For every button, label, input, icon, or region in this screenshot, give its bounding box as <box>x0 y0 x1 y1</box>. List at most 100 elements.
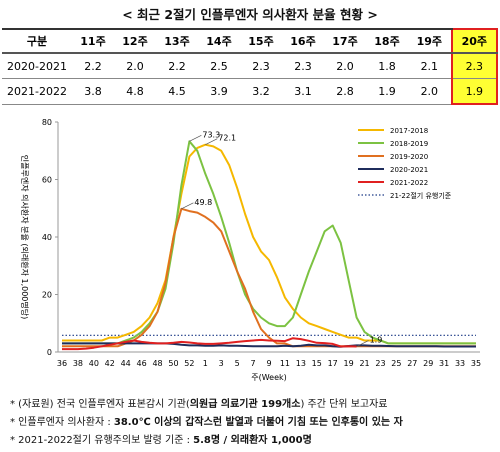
y-tick-label: 60 <box>42 176 52 185</box>
x-tick-label: 1 <box>203 359 208 368</box>
note-text: 5.8명 / 외래환자 1,000명 <box>193 435 312 446</box>
x-tick-label: 29 <box>423 359 433 368</box>
x-axis-title: 주(Week) <box>251 373 287 382</box>
legend-label: 21-22절기 유행기준 <box>390 191 452 200</box>
x-tick-label: 52 <box>184 359 194 368</box>
table-cell: 2.2 <box>72 53 114 79</box>
x-tick-label: 50 <box>168 359 178 368</box>
table-cell: 2.1 <box>408 53 452 79</box>
x-tick-label: 42 <box>105 359 115 368</box>
table-cell: 2020-2021 <box>2 53 72 79</box>
table-cell: 4.8 <box>114 78 156 105</box>
table-cell: 1.9 <box>450 78 499 105</box>
x-tick-label: 5 <box>235 359 240 368</box>
annotation: 72.1 <box>218 134 236 143</box>
table-cell: 19주 <box>408 28 452 54</box>
y-tick-label: 20 <box>42 291 52 300</box>
y-axis-title: 인플루엔자 의사환자 분율 (외래환자 1,000명당) <box>20 155 30 319</box>
annotation-leader <box>181 202 194 210</box>
table-row: 2021-2022 3.8 4.8 4.5 3.9 3.2 3.1 2.8 1.9 2.0 1.9 <box>2 78 499 105</box>
x-tick-label: 21 <box>359 359 369 368</box>
table-cell: 2.3 <box>240 53 282 79</box>
table-cell: 18주 <box>366 28 408 54</box>
table-cell: 16주 <box>282 28 324 54</box>
legend-label: 2018-2019 <box>390 140 428 148</box>
x-tick-label: 19 <box>344 359 354 368</box>
series-line <box>62 207 476 348</box>
x-tick-label: 3 <box>219 359 224 368</box>
table-cell: 4.5 <box>156 78 198 105</box>
x-tick-label: 38 <box>73 359 83 368</box>
legend-label: 2020-2021 <box>390 166 428 174</box>
annotation: 49.8 <box>194 198 212 207</box>
table-cell: 2.3 <box>282 53 324 79</box>
note-text: 의원급 의료기관 199개소 <box>189 399 301 410</box>
table-cell: 13주 <box>156 28 198 54</box>
note: * 2021-2022절기 유행주의보 발령 기준 : 5.8명 / 외래환자 … <box>10 432 403 450</box>
y-tick-label: 80 <box>42 118 52 127</box>
table-row: 구분 11주 12주 13주 14주 15주 16주 17주 18주 19주 20주 <box>2 28 499 54</box>
x-tick-label: 15 <box>312 359 322 368</box>
note: * 인플루엔자 의사환자 : 38.0℃ 이상의 갑작스런 발열과 더불어 기침… <box>10 414 403 432</box>
table-cell: 구분 <box>2 28 72 54</box>
table-cell: 14주 <box>198 28 240 54</box>
x-tick-label: 40 <box>89 359 99 368</box>
x-tick-label: 48 <box>152 359 162 368</box>
annotation-leader <box>205 138 218 146</box>
annotation: 1.9 <box>370 336 383 345</box>
series-line <box>62 143 476 345</box>
y-tick-label: 40 <box>42 233 52 242</box>
x-tick-label: 31 <box>439 359 449 368</box>
x-tick-label: 17 <box>328 359 338 368</box>
table-cell: 12주 <box>114 28 156 54</box>
table-cell: 3.1 <box>282 78 324 105</box>
table-cell: 17주 <box>324 28 366 54</box>
annotation: 73.3 <box>202 130 220 139</box>
note-text: 38.0℃ 이상의 갑작스런 발열과 더불어 기침 또는 인후통이 있는 자 <box>113 417 403 428</box>
note: * (자료원) 전국 인플루엔자 표본감시 기관(의원급 의료기관 199개소)… <box>10 396 403 414</box>
table-cell: 2.3 <box>450 53 499 79</box>
table-cell: 2.8 <box>324 78 366 105</box>
x-tick-label: 13 <box>296 359 306 368</box>
x-tick-label: 9 <box>266 359 271 368</box>
note-text: * 2021-2022절기 유행주의보 발령 기준 : <box>10 435 194 446</box>
title: < 최근 2절기 인플루엔자 의사환자 분율 현황 > <box>122 7 378 22</box>
legend-label: 2021-2022 <box>390 179 428 187</box>
table-cell: 15주 <box>240 28 282 54</box>
notes: * (자료원) 전국 인플루엔자 표본감시 기관(의원급 의료기관 199개소)… <box>10 396 403 450</box>
table-cell: 2.2 <box>156 53 198 79</box>
annotation-leader <box>356 340 369 347</box>
x-tick-label: 7 <box>251 359 256 368</box>
table-cell: 2.0 <box>114 53 156 79</box>
x-tick-label: 35 <box>471 359 481 368</box>
legend-label: 2017-2018 <box>390 127 428 135</box>
table-cell: 1.9 <box>366 78 408 105</box>
x-tick-label: 23 <box>375 359 385 368</box>
table-cell: 3.8 <box>72 78 114 105</box>
table-cell: 2.0 <box>408 78 452 105</box>
table-cell: 2.5 <box>198 53 240 79</box>
table: 구분 11주 12주 13주 14주 15주 16주 17주 18주 19주 20주 2020-202… <box>2 28 499 105</box>
table-cell: 3.2 <box>240 78 282 105</box>
series-line <box>62 342 476 348</box>
note-text: * (자료원) 전국 인플루엔자 표본감시 기관( <box>10 399 190 410</box>
table-cell: 3.9 <box>198 78 240 105</box>
legend-label: 2019-2020 <box>390 153 428 161</box>
x-tick-label: 36 <box>57 359 67 368</box>
table-row: 2020-2021 2.2 2.0 2.2 2.5 2.3 2.3 2.0 1.8 2.1 2.3 <box>2 53 499 79</box>
x-tick-label: 25 <box>391 359 401 368</box>
series-line <box>62 140 476 345</box>
x-tick-label: 27 <box>407 359 417 368</box>
note-text: * 인플루엔자 의사환자 : <box>10 417 114 428</box>
table-cell: 20주 <box>450 28 499 54</box>
table-cell: 1.8 <box>366 53 408 79</box>
x-tick-label: 11 <box>280 359 290 368</box>
annotation-leader <box>189 134 202 142</box>
y-tick-label: 0 <box>47 348 52 357</box>
x-tick-label: 44 <box>121 359 131 368</box>
table-cell: 2021-2022 <box>2 78 72 105</box>
x-tick-label: 33 <box>455 359 465 368</box>
series-line <box>62 337 357 351</box>
